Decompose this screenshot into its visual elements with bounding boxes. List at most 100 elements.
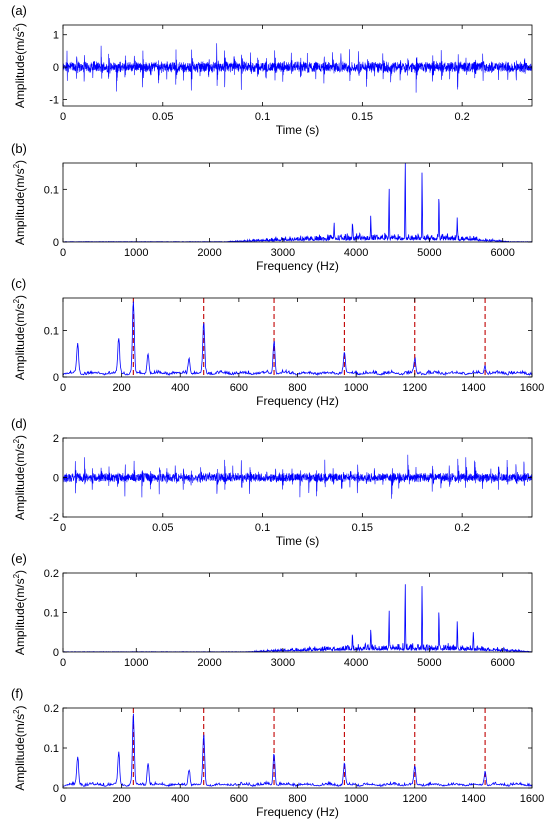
x-axis-label: Time (s)	[276, 123, 320, 137]
y-tick-label: 0	[53, 783, 59, 795]
y-tick-label: 0	[53, 473, 59, 485]
y-tick-label: 1	[53, 30, 59, 42]
y-axis-label-sup: 2	[12, 573, 21, 578]
panel-b: (b) 0 1000 2000 3000 4000 5000 6000 0 0.1 Frequenc…	[11, 141, 533, 273]
x-tick-label: 400	[171, 382, 189, 394]
y-axis-label-tail: )	[13, 160, 27, 164]
y-tick-label: 0.1	[44, 184, 59, 196]
x-tick-label: 1200	[403, 793, 427, 805]
panel-label: (d)	[11, 416, 27, 431]
axes-box	[62, 24, 533, 107]
x-tick-label: 0	[60, 382, 66, 394]
y-tick-label: 0	[53, 62, 59, 74]
x-tick-label: 0	[60, 111, 66, 123]
y-axis-label: Amplitude(m/s2)	[12, 570, 27, 655]
y-axis-label-tail: )	[13, 705, 27, 709]
x-tick-label: 2000	[197, 247, 221, 259]
y-axis-label-main: Amplitude(m/s	[13, 303, 27, 380]
x-tick-label: 0.15	[352, 111, 373, 123]
x-tick-label: 800	[288, 793, 306, 805]
x-tick-label: 4000	[344, 657, 368, 669]
axes-box	[62, 572, 533, 653]
x-axis-label: Frequency (Hz)	[256, 259, 339, 273]
x-tick-label: 1000	[344, 793, 368, 805]
x-tick-label: 200	[112, 793, 130, 805]
y-axis-label-tail: )	[13, 570, 27, 574]
y-axis-label-sup: 2	[12, 709, 21, 714]
x-tick-label: 0.1	[255, 522, 270, 534]
y-axis-label-sup: 2	[12, 26, 21, 31]
panel-label: (f)	[11, 686, 23, 701]
y-tick-label: 0	[53, 647, 59, 659]
x-tick-label: 0.2	[455, 522, 470, 534]
x-tick-label: 1000	[344, 382, 368, 394]
y-tick-label: 0.1	[44, 743, 59, 755]
panel-c: (c) 0 200 400 600 800 1000 1200 1400 1600 0 0.1 Freq…	[11, 276, 544, 408]
y-axis-label: Amplitude(m/s2)	[12, 23, 27, 108]
y-axis-label-main: Amplitude(m/s	[13, 443, 27, 520]
x-tick-label: 1600	[520, 382, 544, 394]
x-tick-label: 1000	[124, 657, 148, 669]
x-tick-label: 5000	[417, 247, 441, 259]
y-tick-label: 0.2	[44, 703, 59, 715]
x-tick-label: 1000	[124, 247, 148, 259]
y-tick-label: 0.1	[44, 608, 59, 620]
x-tick-label: 0.15	[352, 522, 373, 534]
y-axis-label-sup: 2	[12, 438, 21, 443]
panel-label: (a)	[11, 3, 27, 18]
axes-box	[62, 162, 533, 243]
x-tick-label: 6000	[490, 657, 514, 669]
y-axis-label-tail: )	[13, 435, 27, 439]
x-axis-label: Frequency (Hz)	[256, 394, 339, 408]
panel-e: (e) 0 1000 2000 3000 4000 5000 6000 0 0.1 0.2 Ampli…	[11, 551, 533, 669]
x-tick-label: 5000	[417, 657, 441, 669]
y-axis-label-main: Amplitude(m/s	[13, 578, 27, 655]
x-tick-label: 0	[60, 247, 66, 259]
y-tick-label: 0.1	[44, 326, 59, 338]
panel-label: (b)	[11, 141, 27, 156]
x-axis-label: Frequency (Hz)	[256, 805, 339, 819]
x-tick-label: 0.2	[455, 111, 470, 123]
x-tick-label: 1600	[520, 793, 544, 805]
y-axis-label: Amplitude(m/s2)	[12, 705, 27, 790]
y-tick-label: 0	[53, 372, 59, 384]
x-tick-label: 0	[60, 657, 66, 669]
x-tick-label: 800	[288, 382, 306, 394]
signal-line	[63, 43, 532, 93]
x-tick-label: 0.05	[152, 111, 173, 123]
y-tick-label: -1	[49, 95, 59, 107]
y-axis-label-tail: )	[13, 295, 27, 299]
x-tick-label: 3000	[271, 247, 295, 259]
x-tick-label: 600	[230, 382, 248, 394]
x-tick-label: 600	[230, 793, 248, 805]
y-axis-label-main: Amplitude(m/s	[13, 31, 27, 108]
signal-line	[63, 163, 532, 242]
y-axis-label-main: Amplitude(m/s	[13, 714, 27, 791]
x-tick-label: 1400	[461, 793, 485, 805]
x-axis-label: Time (s)	[276, 534, 320, 548]
x-tick-label: 2000	[197, 657, 221, 669]
signal-line	[63, 454, 532, 499]
y-axis-label: Amplitude(m/s2)	[12, 435, 27, 520]
x-tick-label: 1400	[461, 382, 485, 394]
y-axis-label-tail: )	[13, 23, 27, 27]
y-axis-label: Amplitude(m/s2)	[12, 295, 27, 380]
panel-label: (e)	[11, 551, 27, 566]
y-axis-label-main: Amplitude(m/s	[13, 168, 27, 245]
x-tick-label: 1200	[403, 382, 427, 394]
x-tick-label: 400	[171, 793, 189, 805]
y-tick-label: -2	[49, 512, 59, 524]
x-tick-label: 4000	[344, 247, 368, 259]
y-axis-label-sup: 2	[12, 298, 21, 303]
y-tick-label: 0	[53, 237, 59, 249]
y-tick-label: 0.2	[44, 568, 59, 580]
x-tick-label: 0	[60, 522, 66, 534]
panel-label: (c)	[11, 276, 26, 291]
panel-f: (f) 0 200 400 600 800 1000 1200 1400 1600 0 0.1 0.2 F…	[11, 686, 544, 819]
x-tick-label: 0	[60, 793, 66, 805]
x-tick-label: 200	[112, 382, 130, 394]
y-axis-label: Amplitude(m/s2)	[12, 160, 27, 245]
